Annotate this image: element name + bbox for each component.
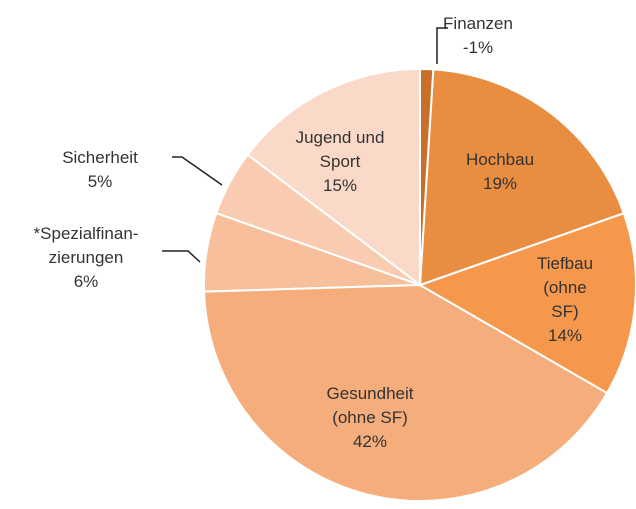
value-label: 5% <box>87 172 113 191</box>
value-label: 14% <box>547 326 583 345</box>
slice-label: Jugend und Sport 15% <box>296 126 385 198</box>
pie-slice <box>203 283 609 502</box>
category-name: Finanzen <box>443 14 513 33</box>
leader-line <box>162 250 201 263</box>
value-label: 42% <box>352 432 388 451</box>
category-name: Jugend und Sport <box>295 128 385 171</box>
value-label: 6% <box>73 272 99 291</box>
slice-label: *Spezialfinan- zierungen 6% <box>34 222 139 294</box>
slice-label: Tiefbau (ohne SF) 14% <box>530 252 601 348</box>
leader-line <box>436 27 448 64</box>
value-label: -1% <box>462 38 494 57</box>
slice-label: Finanzen -1% <box>443 12 513 60</box>
value-label: 19% <box>482 174 518 193</box>
slice-label: Sicherheit 5% <box>62 146 138 194</box>
pie-slice <box>417 211 636 395</box>
slice-label: Gesundheit (ohne SF) 42% <box>327 382 414 454</box>
leader-line <box>172 156 223 186</box>
pie-slice <box>418 68 625 287</box>
pie-slice <box>246 67 421 288</box>
pie-slice <box>419 67 435 286</box>
category-name: *Spezialfinan- zierungen <box>33 224 139 267</box>
category-name: Tiefbau (ohne SF) <box>536 254 594 321</box>
category-name: Gesundheit (ohne SF) <box>326 384 414 427</box>
category-name: Hochbau <box>465 150 535 169</box>
value-label: 15% <box>322 176 358 195</box>
slice-label: Hochbau 19% <box>466 148 534 196</box>
category-name: Sicherheit <box>62 148 138 167</box>
